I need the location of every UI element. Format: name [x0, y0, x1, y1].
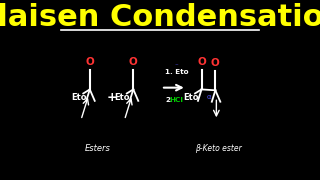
Text: O: O — [129, 57, 138, 67]
Text: Eto: Eto — [183, 93, 198, 102]
Text: +: + — [106, 91, 117, 104]
Text: Eto: Eto — [115, 93, 130, 102]
Text: β-Keto ester: β-Keto ester — [195, 144, 242, 153]
Text: 1. Eto: 1. Eto — [165, 69, 188, 75]
Text: O: O — [85, 57, 94, 67]
Text: O: O — [197, 57, 206, 67]
Text: α: α — [206, 94, 211, 100]
Text: Claisen Condensation: Claisen Condensation — [0, 3, 320, 32]
Text: O: O — [211, 58, 220, 68]
Text: Esters: Esters — [85, 144, 111, 153]
Text: Eto: Eto — [71, 93, 87, 102]
Text: 2.: 2. — [165, 97, 173, 103]
Text: ⁻: ⁻ — [174, 64, 178, 69]
Text: HCl: HCl — [169, 97, 183, 103]
